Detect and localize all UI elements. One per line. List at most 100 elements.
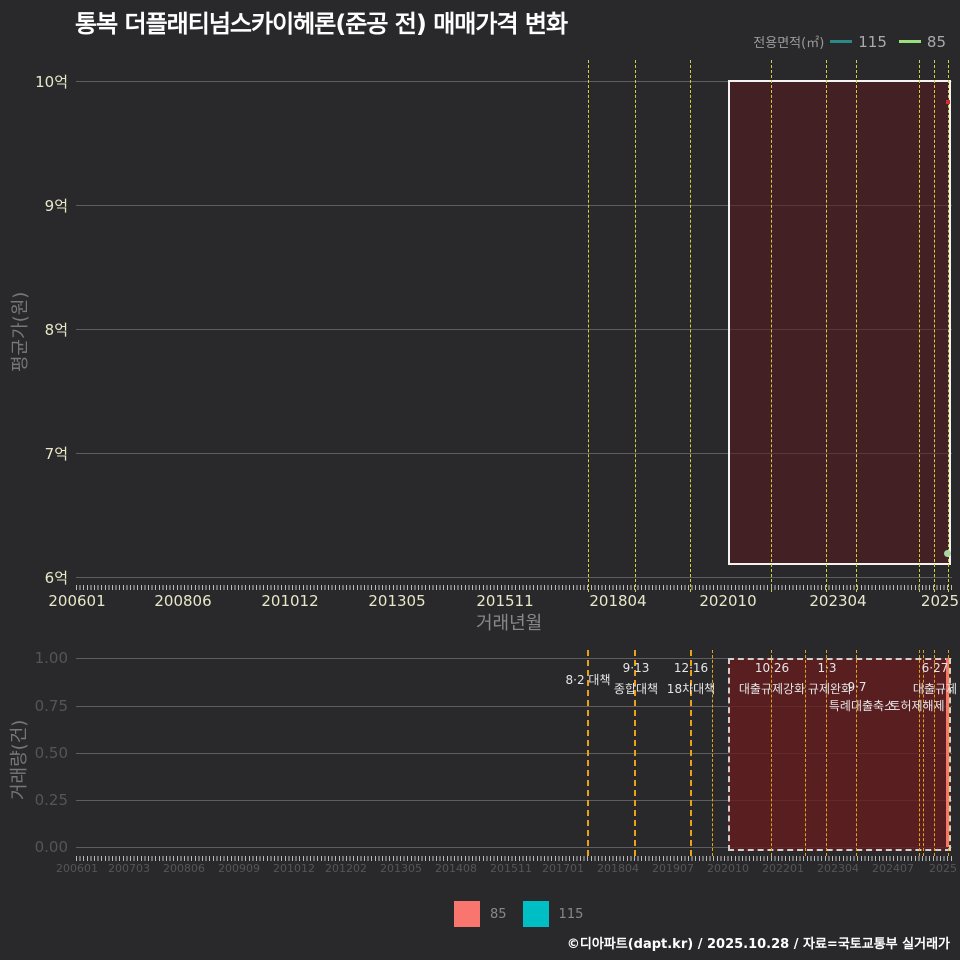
policy-line	[635, 60, 636, 592]
price-chart-panel	[76, 55, 952, 592]
policy-line	[948, 60, 949, 592]
y-axis-label: 평균가(원)	[10, 291, 31, 372]
x-tick: 201907	[652, 862, 694, 875]
legend-label-85: 85	[926, 32, 946, 51]
x-tick: 202010	[699, 592, 757, 610]
y-tick-7: 7억	[44, 445, 68, 463]
policy-line	[919, 650, 920, 856]
policy-line	[826, 60, 827, 592]
policy-line	[856, 650, 857, 856]
y-tick-6: 6억	[44, 569, 68, 587]
policy-line	[690, 650, 692, 856]
x-axis-label: 거래년월	[476, 613, 543, 634]
x-tick: 202010	[707, 862, 749, 875]
y-tick: 0.00	[34, 838, 68, 856]
annotation-label: 대출규제강화	[738, 682, 806, 696]
gridline-0.50	[76, 753, 952, 754]
x-tick: 201511	[476, 592, 534, 610]
annotation-label: 대출규제	[912, 682, 958, 696]
x-tick: 201305	[368, 592, 426, 610]
legend-title: 전용면적(㎡)	[753, 36, 825, 51]
x-tick: 200806	[163, 862, 205, 875]
x-tick: 201305	[380, 862, 422, 875]
policy-line	[690, 60, 691, 592]
y-tick: 0.50	[34, 744, 68, 762]
annotation-label: 18차대책	[666, 682, 716, 696]
y-tick: 0.25	[34, 791, 68, 809]
x-tick: 202304	[809, 592, 867, 610]
y-tick-9: 9억	[44, 197, 68, 215]
highlight-box-dashed	[728, 658, 951, 851]
y-axis-label-volume: 거래량(건)	[9, 719, 30, 800]
x-tick: 201701	[542, 862, 584, 875]
data-point-85[interactable]	[944, 550, 951, 557]
annotation-label: 특례대출축소	[828, 699, 896, 713]
gridline-0.00	[76, 847, 952, 848]
y-tick: 0.75	[34, 697, 68, 715]
highlight-box	[728, 80, 951, 565]
legend-label-85: 85	[490, 906, 507, 922]
source-credit: ©디아파트(dapt.kr) / 2025.10.28 / 자료=국토교통부 실…	[566, 937, 950, 952]
annotation-date: 9·13	[622, 661, 650, 675]
legend-label-115: 115	[858, 32, 887, 51]
x-tick: 200909	[218, 862, 260, 875]
x-tick: 201012	[273, 862, 315, 875]
policy-line	[587, 650, 589, 856]
x-minor-ticks	[76, 856, 952, 861]
x-tick: 202304	[817, 862, 859, 875]
bottom-legend: 85 115	[454, 901, 583, 927]
policy-line	[805, 650, 806, 856]
gridline-8	[76, 329, 952, 330]
x-tick: 201804	[597, 862, 639, 875]
annotation-date: 1·3	[817, 661, 837, 675]
x-tick: 200601	[56, 862, 98, 875]
legend-swatch-115-icon	[522, 901, 549, 927]
policy-line	[923, 650, 924, 856]
policy-line	[948, 650, 949, 856]
y-tick-8: 8억	[44, 321, 68, 339]
gridline-9	[76, 205, 952, 206]
gridline-0.75	[76, 706, 952, 707]
legend-line-85-icon	[898, 40, 921, 43]
gridline-6	[76, 577, 952, 578]
annotation-date: 9·7	[847, 680, 867, 694]
policy-line	[934, 650, 935, 856]
x-tick: 201012	[261, 592, 319, 610]
policy-line	[934, 60, 935, 592]
policy-line	[771, 650, 772, 856]
x-tick: 201804	[589, 592, 647, 610]
x-tick: 201511	[490, 862, 532, 875]
gridline-0.25	[76, 800, 952, 801]
y-tick: 1.00	[34, 649, 68, 667]
policy-line	[634, 650, 636, 856]
area-legend: 전용면적(㎡) 115 85	[753, 32, 952, 52]
legend-swatch-85-icon	[454, 901, 480, 927]
annotation-label: 토허제해제	[889, 699, 945, 713]
policy-line	[826, 650, 827, 856]
gridline-1.00	[76, 658, 952, 659]
bar-85[interactable]	[946, 658, 949, 847]
policy-line	[771, 60, 772, 592]
gridline-10	[76, 81, 952, 82]
annotation-label: 8·2 대책	[565, 673, 611, 687]
legend-label-115: 115	[558, 906, 584, 922]
legend-line-115-icon	[830, 40, 853, 43]
data-point-marker	[946, 100, 950, 104]
x-tick: 2025	[920, 592, 960, 610]
x-tick: 200601	[48, 592, 106, 610]
annotation-label: 규제완화	[807, 682, 853, 696]
policy-line	[856, 60, 857, 592]
chart-title: 통복 더플래티넘스카이헤론(준공 전) 매매가격 변화	[75, 10, 568, 38]
annotation-date: 10·26	[754, 661, 790, 675]
policy-line	[712, 650, 713, 856]
policy-line	[919, 60, 920, 592]
x-tick: 202201	[762, 862, 804, 875]
policy-line	[588, 60, 589, 592]
annotation-date: 12·16	[673, 661, 709, 675]
annotation-label: 종합대책	[613, 682, 659, 696]
y-tick-10: 10억	[35, 73, 68, 91]
x-tick: 200806	[154, 592, 212, 610]
x-tick: 201408	[435, 862, 477, 875]
gridline-7	[76, 453, 952, 454]
x-tick: 2025	[929, 862, 957, 875]
